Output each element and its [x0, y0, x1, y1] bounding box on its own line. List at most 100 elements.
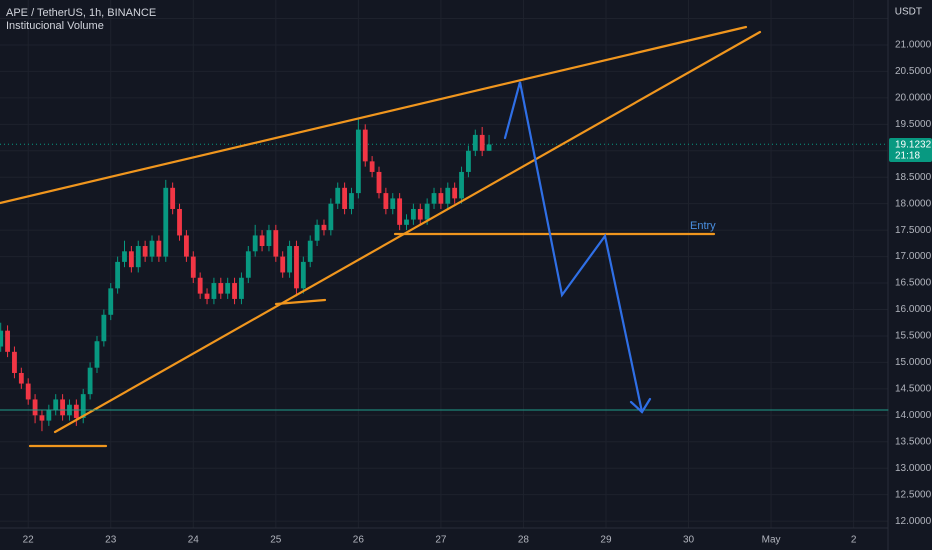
candle-body	[197, 277, 203, 294]
x-tick-label: 24	[188, 535, 200, 546]
candle-body	[142, 246, 148, 257]
candle-body	[177, 208, 182, 236]
candle-body	[259, 235, 265, 247]
candle-body	[342, 187, 348, 209]
x-tick-label: 27	[435, 535, 447, 546]
y-tick-label: 19.5000	[895, 119, 932, 130]
candle-body	[349, 193, 354, 209]
y-tick-label: 15.5000	[895, 331, 932, 342]
currency-label: USDT	[895, 7, 922, 18]
candle-body	[0, 330, 4, 347]
candle-body	[417, 208, 423, 220]
y-tick-label: 15.0000	[895, 357, 932, 368]
candle-body	[204, 293, 210, 299]
candle-body	[472, 134, 478, 151]
candle-body	[459, 171, 464, 199]
candle-body	[355, 129, 361, 194]
candle-body	[25, 383, 31, 400]
x-tick-label: 28	[518, 535, 530, 546]
candle-body	[183, 235, 189, 257]
candle-body	[5, 330, 10, 352]
y-tick-label: 17.0000	[895, 251, 932, 262]
candle-body	[18, 372, 24, 384]
candle-body	[466, 150, 471, 172]
currency-box	[889, 3, 932, 21]
candle-body	[404, 219, 409, 225]
candle-body	[232, 283, 237, 299]
support-line	[274, 298, 327, 306]
candle-body	[149, 240, 155, 257]
x-tick-label: 30	[683, 535, 695, 546]
candle-body	[32, 399, 38, 416]
candle-body	[273, 230, 279, 257]
candle-body	[156, 240, 162, 257]
candle-body	[376, 171, 382, 194]
candle-body	[362, 129, 368, 162]
candle-body	[390, 198, 396, 209]
candle-body	[431, 193, 437, 204]
candle-body	[314, 224, 320, 241]
candle-body	[211, 283, 217, 299]
candle-body	[115, 261, 121, 289]
chart-title: APE / TetherUS, 1h, BINANCE	[6, 7, 156, 19]
candle-body	[122, 251, 127, 262]
y-tick-label: 16.5000	[895, 278, 932, 289]
countdown-label: 21:18	[895, 151, 920, 162]
candle-body	[287, 246, 292, 273]
candle-body	[438, 193, 444, 204]
candle-body	[101, 314, 107, 342]
candle-body	[60, 399, 66, 416]
y-tick-label: 18.5000	[895, 172, 932, 183]
x-tick-label: 29	[600, 535, 612, 546]
y-tick-label: 14.0000	[895, 410, 932, 421]
x-tick-label: May	[762, 535, 781, 546]
projection-arrowhead	[629, 397, 652, 414]
last-price-box	[889, 138, 932, 162]
candle-body	[397, 198, 403, 225]
candle-body	[128, 251, 134, 268]
candle-body	[410, 208, 416, 220]
candle-body	[53, 399, 59, 411]
indicator-name: Institucional Volume	[6, 20, 104, 32]
candle-body	[12, 351, 17, 373]
candle-body	[294, 246, 299, 289]
candle-body	[170, 187, 176, 209]
drawings	[0, 25, 889, 448]
candle-body	[190, 256, 196, 278]
y-tick-label: 13.5000	[895, 436, 932, 447]
y-tick-label: 12.5000	[895, 489, 932, 500]
projection-path	[503, 81, 644, 414]
y-tick-label: 21.0000	[895, 40, 932, 51]
candle-body	[383, 193, 389, 209]
candle-body	[225, 283, 231, 294]
x-tick-label: 25	[270, 535, 282, 546]
candle-body	[239, 277, 244, 299]
candle-body	[486, 144, 492, 151]
candle-body	[424, 203, 430, 220]
x-tick-label: 23	[105, 535, 117, 546]
y-tick-label: 20.5000	[895, 66, 932, 77]
candle-body	[307, 240, 313, 262]
entry-label: Entry	[690, 220, 716, 232]
candle-body	[328, 203, 334, 231]
candle-body	[369, 161, 375, 172]
x-tick-label: 2	[851, 535, 857, 546]
candle-body	[300, 261, 306, 289]
candle-body	[87, 367, 93, 395]
candle-body	[266, 230, 272, 247]
candle-body	[108, 288, 114, 315]
candle-body	[452, 187, 458, 199]
candle-body	[39, 415, 45, 421]
y-tick-label: 17.5000	[895, 225, 932, 236]
candle-body	[252, 235, 258, 252]
y-tick-label: 14.5000	[895, 383, 932, 394]
upper-trendline	[0, 25, 748, 205]
x-tick-label: 26	[353, 535, 365, 546]
candle-body	[46, 410, 52, 421]
candle-body	[445, 187, 451, 204]
candle-body	[321, 224, 327, 231]
candle-body	[135, 246, 141, 268]
